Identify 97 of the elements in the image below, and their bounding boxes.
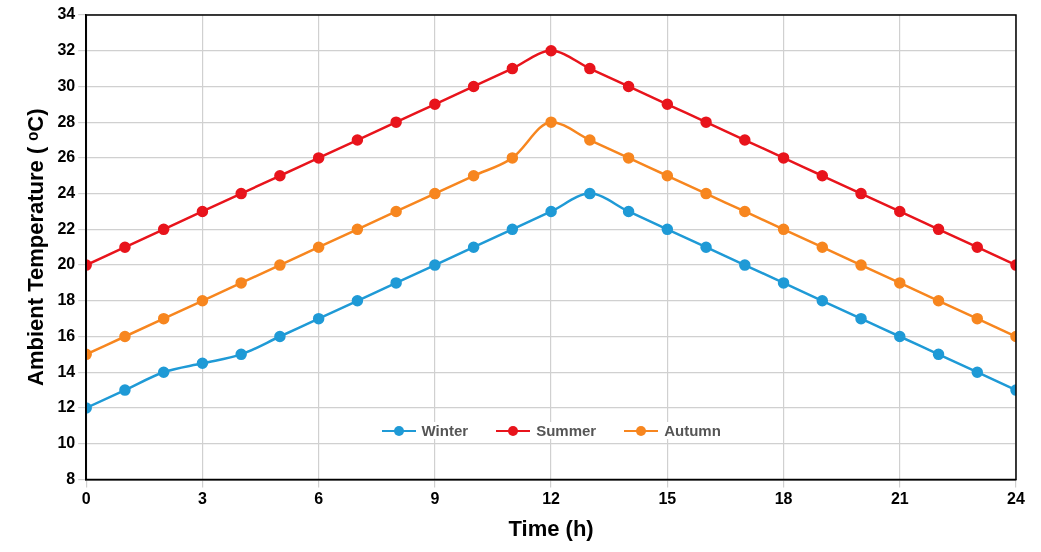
y-tick-label: 32 [57,41,76,59]
point [894,277,906,289]
y-tick-label: 12 [57,398,76,416]
point [157,312,170,325]
point [739,205,751,218]
point [235,348,247,361]
x-tick-label: 6 [314,490,324,508]
point [235,277,247,289]
point [545,116,557,128]
y-tick-label: 28 [57,112,76,130]
y-tick-label: 24 [57,184,76,202]
point [584,187,596,200]
y-tick-label: 30 [57,76,76,94]
point [661,98,674,111]
point [816,241,829,253]
point [777,223,790,236]
y-tick-label: 18 [57,291,76,309]
point [777,152,790,164]
point [506,152,519,164]
point [467,80,480,93]
point [894,205,906,218]
x-axis-title: Time (h) [508,515,594,541]
point [274,330,286,343]
point [700,241,712,253]
point [855,259,867,271]
legend-label: Winter [421,422,469,440]
point [700,116,712,128]
point [971,312,984,325]
y-tick-label: 16 [57,326,76,344]
legend-label: Autumn [664,422,721,440]
x-tick-label: 15 [658,490,677,508]
point [506,223,519,236]
point [816,170,829,182]
legend-label: Summer [536,422,597,440]
point [312,152,325,164]
point [390,205,402,218]
x-tick-label: 3 [197,490,207,508]
point [429,187,441,200]
point [312,241,325,253]
point [739,134,751,146]
point [119,241,131,253]
point [196,357,209,370]
point [351,295,364,307]
point [661,223,674,236]
point [429,98,441,111]
point [390,116,402,128]
point [545,44,557,57]
point [196,295,209,307]
point [816,295,829,307]
y-tick-label: 26 [57,148,76,166]
point [622,80,635,93]
point [351,134,364,146]
point [390,277,402,289]
x-tick-label: 21 [890,490,909,508]
point [429,259,441,271]
y-tick-label: 10 [57,434,76,452]
point [700,187,712,200]
x-tick-label: 12 [542,490,561,508]
point [235,187,247,200]
point [119,384,131,396]
point [739,259,751,271]
point [584,62,596,75]
point [971,241,984,253]
point [777,277,790,289]
point [932,223,945,236]
y-tick-label: 22 [57,219,76,237]
x-tick-label: 9 [430,490,440,508]
point [351,223,364,236]
point [894,330,906,343]
point [312,312,325,325]
point [119,330,131,343]
y-axis-title: Ambient Temperature ( ᵒC) [23,108,49,386]
point [274,170,286,182]
point [932,295,945,307]
point [506,62,519,75]
x-tick-label: 24 [1007,490,1025,508]
point [196,205,209,218]
x-tick-label: 18 [774,490,793,508]
y-tick-label: 20 [57,255,76,273]
point [622,152,635,164]
point [971,366,984,378]
point [545,205,557,218]
x-tick-label: 0 [81,490,91,508]
point [157,366,170,378]
point [467,241,480,253]
point [467,170,480,182]
point [855,312,867,325]
y-tick-label: 14 [57,362,76,380]
point [855,187,867,200]
y-tick-label: 8 [66,469,76,487]
point [661,170,674,182]
point [932,348,945,361]
point [622,205,635,218]
point [584,134,596,146]
point [274,259,286,271]
point [157,223,170,236]
y-tick-label: 34 [57,5,76,23]
